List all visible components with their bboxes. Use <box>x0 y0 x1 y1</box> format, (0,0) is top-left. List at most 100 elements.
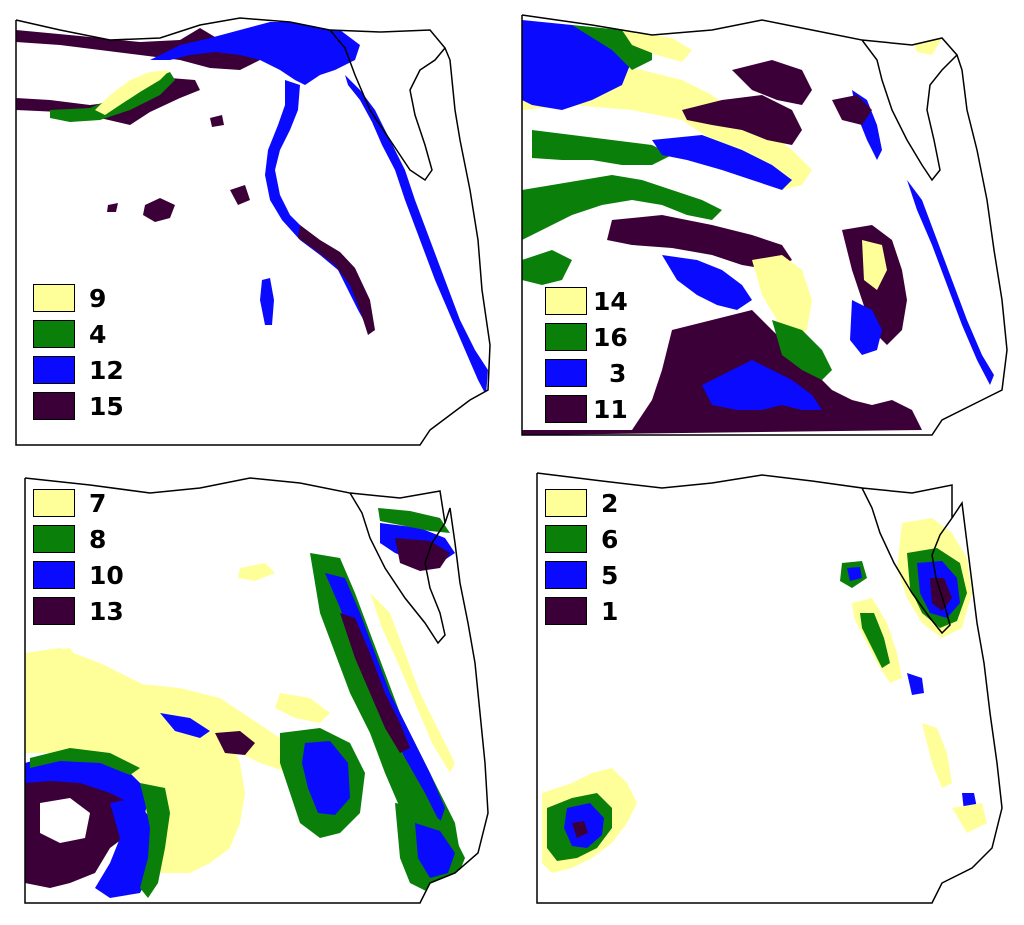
map-bottom-left <box>24 477 489 904</box>
class-11-region <box>522 310 922 435</box>
class-10-region <box>302 741 350 815</box>
map-top-right <box>521 14 1008 436</box>
class-13-region <box>340 613 410 753</box>
legend-swatch <box>545 323 587 351</box>
class-12-region <box>260 278 274 325</box>
legend-item: 14 <box>545 283 628 319</box>
legend-label: 15 <box>89 391 124 421</box>
legend-item: 8 <box>33 521 124 557</box>
class-10-region <box>160 713 210 738</box>
class-16-region <box>522 175 722 240</box>
legend-swatch <box>33 320 75 348</box>
legend-label: 9 <box>89 283 107 313</box>
class-14-region <box>862 240 887 290</box>
legend-swatch <box>33 392 75 420</box>
legend-item: 4 <box>33 316 124 352</box>
legend-label: 3 <box>609 358 627 388</box>
legend-swatch <box>545 525 587 553</box>
class-14-region <box>622 30 692 62</box>
legend: 14 16 3 11 <box>545 283 628 427</box>
legend-swatch <box>33 525 75 553</box>
map-panel-bottom-left: 7 8 10 13 <box>0 463 512 925</box>
legend-item: 2 <box>545 485 618 521</box>
class-11-region <box>682 95 802 145</box>
legend-swatch <box>33 561 75 589</box>
legend-item: 3 <box>545 355 628 391</box>
legend-item: 9 <box>33 280 124 316</box>
class-14-region <box>752 255 812 340</box>
legend-label: 1 <box>601 596 619 626</box>
class-7-region <box>275 693 330 723</box>
class-1-region <box>572 821 588 838</box>
class-15-region <box>210 115 224 127</box>
map-panel-top-left: 9 4 12 15 <box>0 0 512 462</box>
legend-swatch <box>545 395 587 423</box>
legend-label: 5 <box>601 560 619 590</box>
class-8-region <box>378 508 450 533</box>
legend-item: 11 <box>545 391 628 427</box>
legend-label: 2 <box>601 488 619 518</box>
class-7-region <box>40 648 80 668</box>
map-top-left <box>15 17 491 446</box>
class-2-region <box>952 803 987 833</box>
class-10-region <box>415 823 455 878</box>
class-3-region <box>662 255 752 310</box>
class-12-region <box>150 22 360 85</box>
class-11-region <box>607 215 792 270</box>
class-7-region <box>370 593 455 773</box>
map-panel-top-right: 14 16 3 11 <box>512 0 1024 462</box>
legend-label: 13 <box>89 596 124 626</box>
egypt-outline <box>521 14 1008 436</box>
legend: 9 4 12 15 <box>33 280 124 424</box>
legend-swatch <box>33 489 75 517</box>
legend-item: 10 <box>33 557 124 593</box>
legend-item: 13 <box>33 593 124 629</box>
legend-item: 6 <box>545 521 618 557</box>
legend-swatch <box>545 287 587 315</box>
class-13-region <box>215 731 255 755</box>
legend-swatch <box>33 284 75 312</box>
egypt-outline <box>24 477 489 904</box>
legend-swatch <box>545 359 587 387</box>
legend-swatch <box>545 597 587 625</box>
egypt-outline <box>15 17 491 446</box>
legend-swatch <box>33 597 75 625</box>
class-16-region <box>522 250 572 285</box>
class-3-region <box>702 360 822 410</box>
class-11-region <box>732 60 812 105</box>
class-2-region <box>922 723 952 788</box>
class-15-region <box>107 203 118 212</box>
class-16-region <box>772 320 832 380</box>
legend-label: 4 <box>89 319 107 349</box>
class-7-region <box>25 648 245 873</box>
class-15-region <box>16 28 260 70</box>
class-14-region <box>912 38 942 55</box>
class-13-region <box>395 538 450 571</box>
legend-item: 15 <box>33 388 124 424</box>
class-10-region <box>95 798 155 898</box>
class-12-region <box>345 75 488 395</box>
class-3-region <box>907 180 994 385</box>
legend-item: 7 <box>33 485 124 521</box>
legend-label: 11 <box>593 394 628 424</box>
class-9-region <box>95 70 170 115</box>
class-16-region <box>532 130 672 165</box>
legend-swatch <box>545 561 587 589</box>
legend: 2 6 5 1 <box>545 485 618 629</box>
class-3-region <box>850 300 882 355</box>
map-panel-bottom-right: 2 6 5 1 <box>512 463 1024 925</box>
class-15-region <box>230 185 250 205</box>
class-7-region <box>130 683 300 773</box>
legend-swatch <box>545 489 587 517</box>
legend-item: 1 <box>545 593 618 629</box>
legend-swatch <box>33 356 75 384</box>
map-bottom-right <box>536 472 1003 904</box>
blank-region <box>40 798 90 843</box>
legend-label: 8 <box>89 524 107 554</box>
class-15-region <box>143 198 175 222</box>
legend-item: 5 <box>545 557 618 593</box>
class-7-region <box>238 563 275 581</box>
class-5-region <box>847 567 862 581</box>
legend-item: 12 <box>33 352 124 388</box>
legend-label: 10 <box>89 560 124 590</box>
